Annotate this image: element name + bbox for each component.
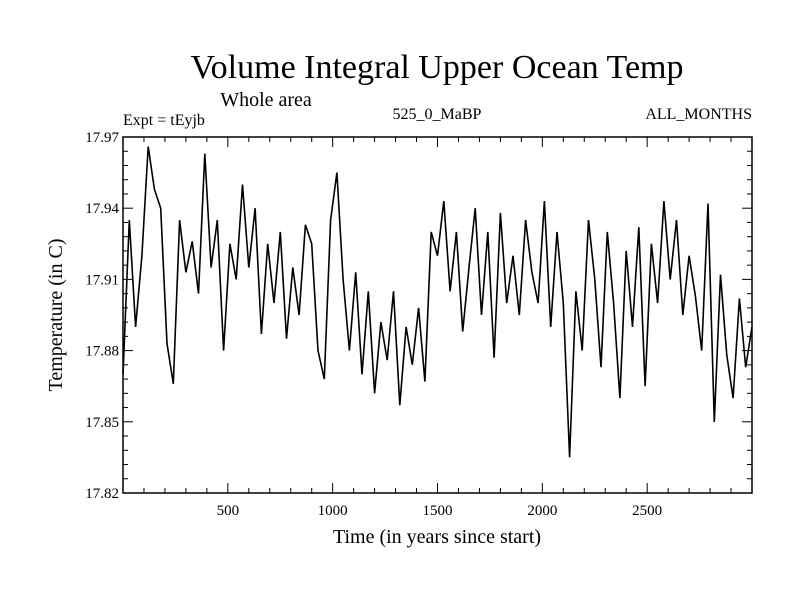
series-line	[122, 146, 753, 458]
y-tick-label: 17.94	[85, 201, 119, 217]
x-tick-label: 2500	[632, 503, 662, 519]
axis-ticks	[123, 137, 752, 493]
y-tick-labels: 17.82 17.85 17.88 17.91 17.94 17.97	[85, 130, 119, 502]
y-tick-label: 17.88	[85, 344, 119, 360]
y-tick-label: 17.85	[85, 415, 119, 431]
period-label: ALL_MONTHS	[645, 106, 752, 123]
y-tick-label: 17.91	[85, 272, 119, 288]
x-tick-label: 2000	[527, 503, 557, 519]
chart-subtitle: Whole area	[220, 89, 312, 111]
x-tick-label: 500	[217, 503, 240, 519]
y-tick-label: 17.97	[85, 130, 119, 146]
y-tick-label: 17.82	[85, 486, 119, 502]
run-label: 525_0_MaBP	[393, 106, 482, 123]
x-tick-label: 1500	[423, 503, 453, 519]
plot-frame	[122, 136, 753, 494]
experiment-label: Expt = tEyjb	[123, 112, 205, 129]
y-axis-label: Temperature (in C)	[45, 239, 67, 392]
x-axis-label: Time (in years since start)	[333, 526, 541, 548]
x-tick-labels: 500 1000 1500 2000 2500	[217, 503, 663, 519]
x-tick-label: 1000	[318, 503, 348, 519]
chart-title: Volume Integral Upper Ocean Temp	[191, 49, 684, 86]
